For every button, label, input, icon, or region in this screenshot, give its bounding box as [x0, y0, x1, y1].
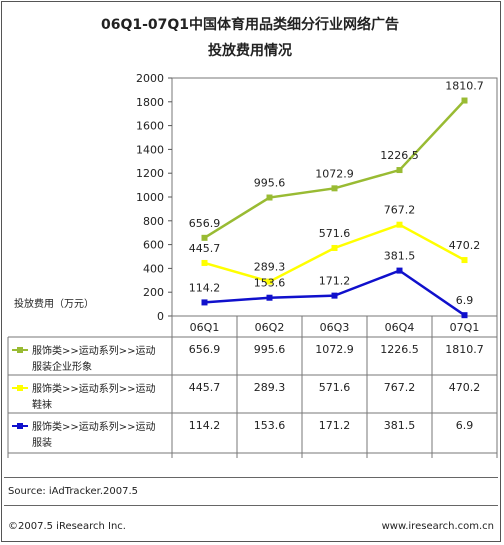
line-chart: 0 200 400 600 800 1000 1200 1400 1600 1800 2000 投放费… — [7, 72, 498, 458]
table-cell-value: 445.7 — [189, 381, 221, 394]
data-point-marker — [396, 221, 403, 228]
data-label: 153.6 — [254, 277, 286, 290]
data-point-marker — [266, 194, 273, 201]
x-category-label: 06Q4 — [385, 321, 415, 334]
legend-series-name: 服饰类>>运动系列>>运动 — [32, 382, 156, 395]
data-label: 114.2 — [189, 281, 221, 294]
data-point-marker — [461, 257, 468, 264]
copyright-text: ©2007.5 iResearch Inc. — [8, 521, 126, 532]
x-category-label: 06Q3 — [320, 321, 350, 334]
data-point-marker — [396, 267, 403, 274]
data-label: 767.2 — [384, 204, 416, 217]
y-tick-label: 600 — [143, 239, 164, 252]
y-tick-label: 400 — [143, 262, 164, 275]
data-point-marker — [201, 299, 208, 306]
chart-title-line2: 投放费用情况 — [208, 43, 292, 59]
table-cell-value: 289.3 — [254, 381, 286, 394]
divider-bottom — [4, 505, 498, 506]
data-label: 445.7 — [189, 242, 221, 255]
data-point-marker — [201, 234, 208, 241]
data-label: 289.3 — [254, 261, 286, 274]
legend-series-name: 服饰类>>运动系列>>运动 — [32, 344, 156, 357]
divider-top — [4, 477, 498, 478]
data-point-marker — [331, 185, 338, 192]
y-tick-label: 1600 — [136, 120, 164, 133]
legend-key-marker — [17, 423, 23, 429]
table-cell-value: 571.6 — [319, 381, 351, 394]
source-note: Source: iAdTracker.2007.5 — [8, 486, 139, 497]
data-label: 470.2 — [449, 239, 481, 252]
legend-key-marker — [17, 385, 23, 391]
legend-series-name: 服装企业形象 — [32, 360, 92, 373]
data-label: 381.5 — [384, 250, 416, 263]
data-point-marker — [331, 292, 338, 299]
data-point-marker — [461, 97, 468, 104]
x-category-label: 06Q1 — [190, 321, 220, 334]
data-label: 656.9 — [189, 217, 221, 230]
legend-series-name: 服装 — [32, 436, 52, 449]
table-cell-value: 171.2 — [319, 419, 351, 432]
legend-series-name: 服饰类>>运动系列>>运动 — [32, 420, 156, 433]
table-cell-value: 381.5 — [384, 419, 416, 432]
data-label: 171.2 — [319, 275, 351, 288]
table-cell-value: 470.2 — [449, 381, 481, 394]
website-url: www.iresearch.com.cn — [381, 521, 494, 532]
y-tick-label: 800 — [143, 215, 164, 228]
data-point-marker — [396, 167, 403, 174]
table-cell-value: 656.9 — [189, 343, 221, 356]
x-category-label: 07Q1 — [450, 321, 480, 334]
table-cell-value: 1226.5 — [380, 343, 419, 356]
y-tick-label: 1400 — [136, 143, 164, 156]
y-tick-label: 1200 — [136, 167, 164, 180]
table-cell-value: 1810.7 — [445, 343, 484, 356]
legend-key-marker — [17, 347, 23, 353]
y-tick-label: 0 — [157, 310, 164, 323]
y-tick-label: 2000 — [136, 72, 164, 85]
data-label: 1072.9 — [315, 167, 354, 180]
y-tick-label: 1800 — [136, 96, 164, 109]
chart-title-line1: 06Q1-07Q1中国体育用品类细分行业网络广告 — [100, 17, 400, 33]
table-cell-value: 995.6 — [254, 343, 286, 356]
y-axis-label: 投放费用（万元） — [14, 297, 94, 310]
table-cell-value: 114.2 — [189, 419, 221, 432]
data-point-marker — [201, 259, 208, 266]
data-label: 571.6 — [319, 227, 351, 240]
data-label: 1226.5 — [380, 149, 419, 162]
table-cell-value: 6.9 — [456, 419, 474, 432]
x-category-label: 06Q2 — [255, 321, 285, 334]
legend-series-name: 鞋袜 — [32, 398, 52, 411]
data-point-marker — [461, 312, 468, 319]
table-cell-value: 1072.9 — [315, 343, 354, 356]
data-label: 995.6 — [254, 177, 286, 190]
data-label: 1810.7 — [445, 80, 484, 93]
y-tick-label: 200 — [143, 286, 164, 299]
data-point-marker — [266, 294, 273, 301]
data-label: 6.9 — [456, 294, 474, 307]
table-cell-value: 767.2 — [384, 381, 416, 394]
data-point-marker — [331, 244, 338, 251]
data-point-marker — [266, 278, 273, 285]
y-tick-label: 1000 — [136, 191, 164, 204]
table-cell-value: 153.6 — [254, 419, 286, 432]
